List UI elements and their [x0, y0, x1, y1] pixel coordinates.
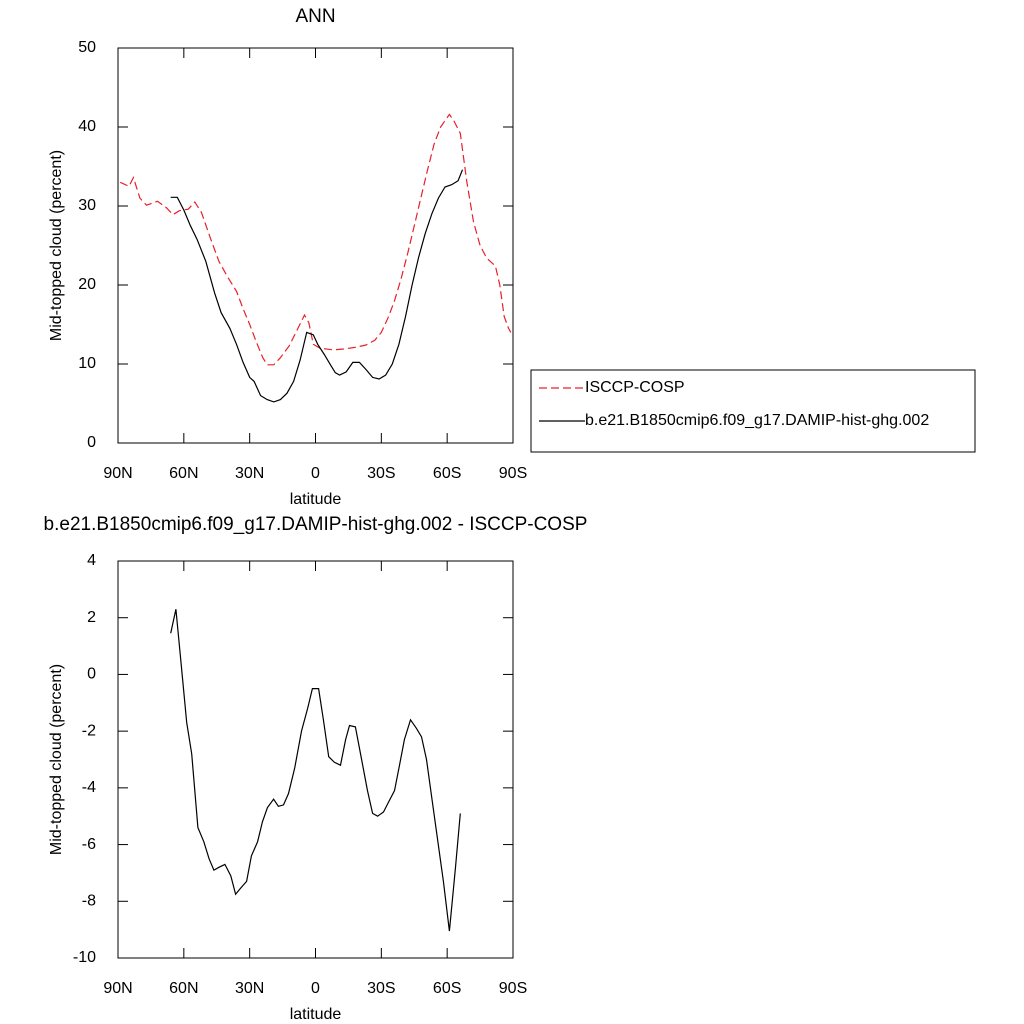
y-tick-label: 4	[87, 552, 96, 569]
y-tick-label: -10	[73, 949, 96, 966]
y-tick-label: 20	[78, 276, 96, 293]
y-tick-label: 0	[87, 666, 96, 683]
data-line	[170, 609, 461, 932]
x-axis-label: latitude	[290, 491, 342, 508]
y-axis-label: Mid-topped cloud (percent)	[48, 150, 65, 341]
x-tick-label: 30N	[235, 980, 264, 997]
x-tick-label: 30S	[367, 465, 395, 482]
x-tick-label: 0	[311, 465, 320, 482]
plot-frame	[117, 47, 514, 444]
x-tick-label: 90N	[103, 980, 132, 997]
y-tick-label: 30	[78, 197, 96, 214]
x-tick-label: 60N	[169, 465, 198, 482]
y-tick-label: 50	[78, 39, 96, 56]
y-tick-label: 10	[78, 355, 96, 372]
chart-title: ANN	[295, 6, 335, 27]
legend-label: ISCCP-COSP	[585, 379, 685, 396]
x-tick-label: 60N	[169, 980, 198, 997]
y-tick-label: -2	[82, 722, 96, 739]
y-tick-label: 0	[87, 434, 96, 451]
data-line	[119, 113, 512, 366]
y-tick-label: 2	[87, 609, 96, 626]
legend-label: b.e21.B1850cmip6.f09_g17.DAMIP-hist-ghg.…	[585, 412, 929, 429]
y-axis-label: Mid-topped cloud (percent)	[48, 664, 65, 855]
x-axis-label: latitude	[290, 1006, 342, 1023]
chart-title: b.e21.B1850cmip6.f09_g17.DAMIP-hist-ghg.…	[44, 514, 588, 535]
x-tick-label: 30N	[235, 465, 264, 482]
y-tick-label: -4	[82, 779, 96, 796]
x-tick-label: 90N	[103, 465, 132, 482]
x-tick-label: 90S	[499, 980, 527, 997]
legend-box	[530, 369, 976, 453]
data-line	[170, 169, 464, 403]
y-tick-label: -6	[82, 836, 96, 853]
legend: ISCCP-COSP b.e21.B1850cmip6.f09_g17.DAMIP…	[530, 369, 976, 453]
x-tick-label: 60S	[433, 980, 461, 997]
x-tick-label: 30S	[367, 980, 395, 997]
x-tick-label: 90S	[499, 465, 527, 482]
y-tick-label: 40	[78, 118, 96, 135]
x-tick-label: 60S	[433, 465, 461, 482]
x-tick-label: 0	[311, 980, 320, 997]
y-tick-label: -8	[82, 893, 96, 910]
